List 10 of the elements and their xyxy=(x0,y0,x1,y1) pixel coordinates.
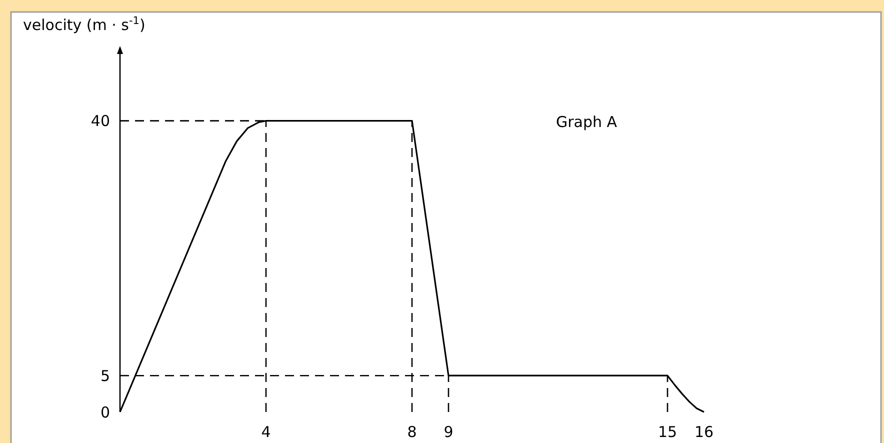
y-tick-label: 40 xyxy=(90,112,110,130)
x-tick-label: 4 xyxy=(261,423,271,441)
annotation: Graph A xyxy=(556,113,618,131)
y-tick-label: 5 xyxy=(100,366,110,385)
x-tick-label: 8 xyxy=(407,423,417,441)
y-axis-title: velocity (m · s$^{-1}$) xyxy=(23,15,146,34)
x-tick-label: 15 xyxy=(658,423,678,441)
x-tick-label: 16 xyxy=(694,423,714,441)
x-tick-label: 9 xyxy=(444,423,454,441)
y-tick-label: 0 xyxy=(100,403,110,422)
